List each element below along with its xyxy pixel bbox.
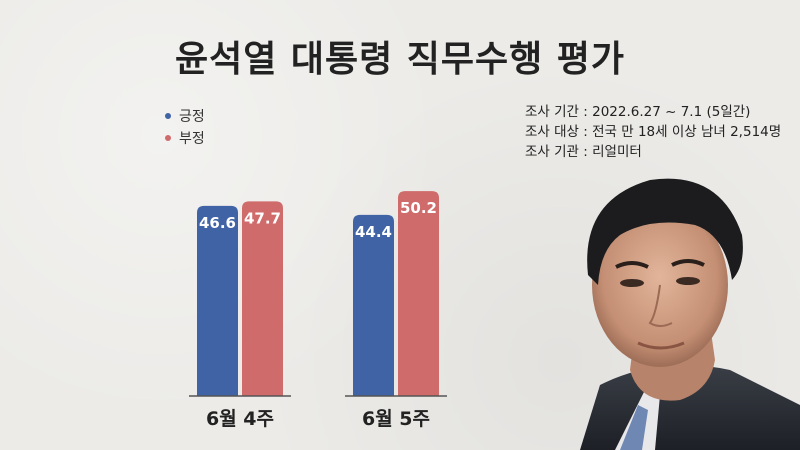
bar-label-negative-1: 47.7 (244, 209, 281, 227)
bar-negative-1 (242, 201, 283, 396)
chart-title: 윤석열 대통령 직무수행 평가 (174, 39, 626, 80)
bar-positive-1 (197, 205, 238, 396)
survey-period: 조사 기간 : 2022.6.27 ~ 7.1 (5일간) (525, 104, 751, 120)
legend-item-negative: 부정 (165, 127, 205, 149)
legend: 긍정 부정 (165, 105, 205, 149)
president-photo (580, 178, 800, 450)
legend-dot-negative (165, 135, 171, 141)
category-label-1: 6월 4주 (206, 408, 274, 430)
category-label-2: 6월 5주 (362, 408, 430, 430)
survey-agency: 조사 기관 : 리얼미터 (525, 144, 642, 160)
survey-info: 조사 기간 : 2022.6.27 ~ 7.1 (5일간) 조사 대상 : 전국… (525, 102, 781, 162)
bar-label-positive-2: 44.4 (355, 223, 392, 241)
survey-target: 조사 대상 : 전국 만 18세 이상 남녀 2,514명 (525, 124, 782, 140)
bar-label-positive-1: 46.6 (199, 214, 236, 232)
bar-negative-2 (398, 191, 439, 396)
legend-label-positive: 긍정 (179, 109, 205, 125)
legend-dot-positive (165, 113, 171, 119)
legend-label-negative: 부정 (179, 131, 205, 147)
bar-positive-2 (353, 214, 394, 396)
legend-item-positive: 긍정 (165, 105, 205, 127)
bar-label-negative-2: 50.2 (400, 199, 437, 217)
